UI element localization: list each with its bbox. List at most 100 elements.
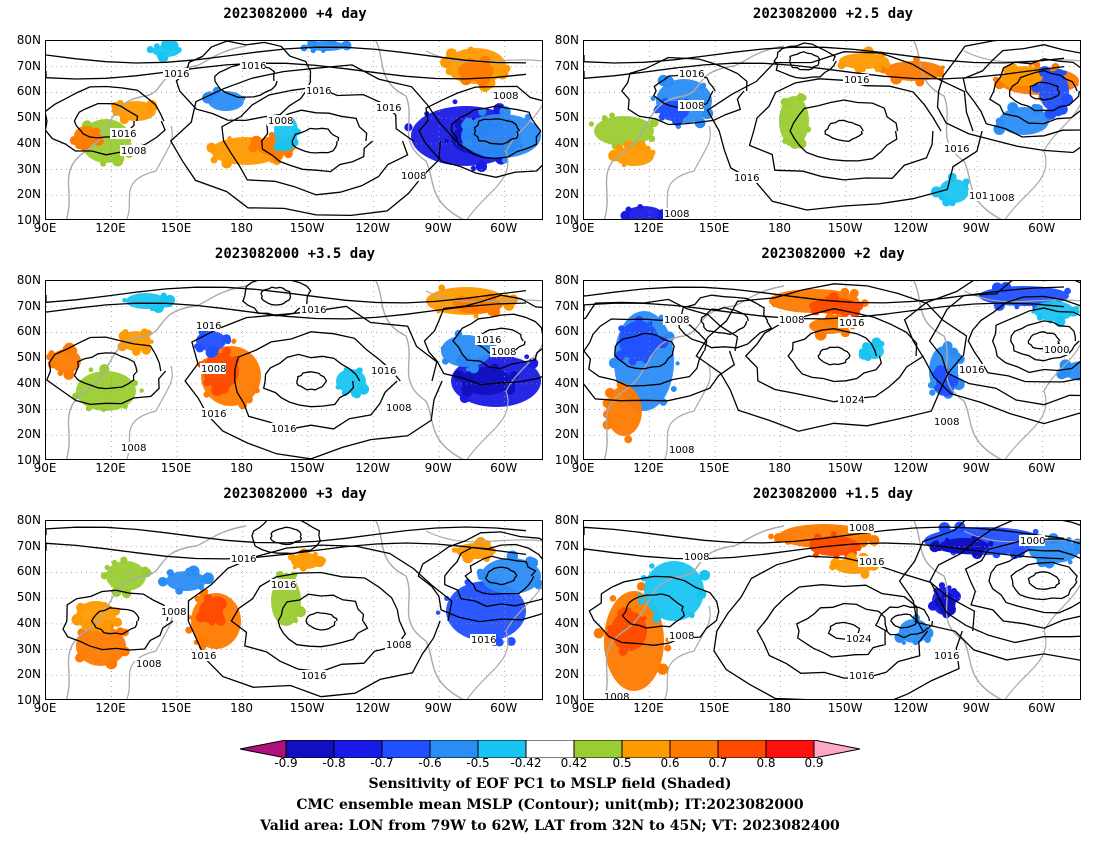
lon-tick-label: 150E xyxy=(160,701,192,715)
lon-tick-label: 60W xyxy=(490,221,518,235)
mslp-contour xyxy=(242,281,312,317)
lat-tick-label: 30N xyxy=(554,401,579,416)
mslp-contour xyxy=(620,56,748,126)
mslp-contour xyxy=(890,613,917,629)
sensitivity-speckle xyxy=(649,149,656,156)
sensitivity-speckle xyxy=(855,544,862,552)
sensitivity-speckle xyxy=(657,663,669,675)
mslp-contour xyxy=(46,302,527,320)
mslp-contour xyxy=(614,332,675,370)
colorbar-label: -0.7 xyxy=(370,756,394,770)
lat-tick-label: 60N xyxy=(554,564,579,579)
sensitivity-speckle xyxy=(441,357,449,365)
sensitivity-speckle xyxy=(944,537,950,543)
lon-tick-label: 120W xyxy=(355,461,391,475)
sensitivity-speckle xyxy=(938,582,946,589)
contour-label: 1016 xyxy=(271,580,296,591)
sensitivity-shade xyxy=(594,116,654,146)
sensitivity-speckle xyxy=(221,334,232,344)
contour-label-bg xyxy=(663,208,689,219)
sensitivity-speckle xyxy=(962,178,970,186)
mslp-contour xyxy=(423,294,542,386)
sensitivity-speckle xyxy=(688,612,695,619)
contour-label: 1016 xyxy=(944,144,969,155)
sensitivity-speckle xyxy=(932,370,941,379)
sensitivity-speckle xyxy=(642,615,647,621)
map-canvas-p1: 1016 1016 1016 1016 1008 1016 1008 1008 1008 xyxy=(46,41,542,219)
mslp-contour xyxy=(251,521,322,555)
mslp-contour xyxy=(713,555,976,699)
sensitivity-speckle xyxy=(156,53,162,59)
sensitivity-shade xyxy=(336,369,366,393)
lat-tick-label: 80N xyxy=(16,33,41,47)
sensitivity-speckle xyxy=(335,384,341,390)
sensitivity-speckle xyxy=(193,343,200,349)
mslp-contour xyxy=(296,371,328,391)
contour-label: 1016 xyxy=(734,173,759,184)
sensitivity-speckle xyxy=(1064,287,1071,295)
sensitivity-speckle xyxy=(480,76,489,86)
sensitivity-speckle xyxy=(63,368,75,380)
lon-tick-label: 120W xyxy=(893,221,929,235)
sensitivity-speckle xyxy=(197,636,208,647)
sensitivity-speckle xyxy=(221,158,232,169)
mslp-contour xyxy=(1027,571,1061,590)
lon-tick-label: 180 xyxy=(230,461,254,475)
sensitivity-speckle xyxy=(185,626,193,634)
lon-tick-label: 90W xyxy=(424,221,452,235)
lat-tick-label: 40N xyxy=(554,135,579,150)
contour-label: 1008 xyxy=(121,146,146,157)
mslp-contour xyxy=(964,538,1080,629)
sensitivity-speckle xyxy=(222,346,232,356)
lat-tick-label: 40N xyxy=(16,375,41,390)
contour-label-bg xyxy=(968,190,994,201)
sensitivity-shade xyxy=(839,53,889,69)
sensitivity-speckle xyxy=(862,342,871,351)
lat-tick-label: 70N xyxy=(554,298,579,313)
contour-label-bg xyxy=(933,650,959,661)
mslp-contour xyxy=(73,352,138,390)
contour-label-bg xyxy=(858,556,884,567)
sensitivity-shade xyxy=(939,179,969,203)
mslp-contour xyxy=(260,286,292,306)
mslp-contour xyxy=(700,306,749,335)
lat-tick-label: 30N xyxy=(554,641,579,656)
sensitivity-speckle xyxy=(213,384,224,396)
sensitivity-speckle xyxy=(81,626,86,631)
lat-tick-label: 10N xyxy=(16,693,41,707)
sensitivity-speckle xyxy=(292,565,297,570)
sensitivity-speckle xyxy=(85,405,92,412)
sensitivity-speckle xyxy=(615,144,624,153)
sensitivity-shade xyxy=(461,367,511,395)
sensitivity-speckle xyxy=(440,345,446,351)
lat-tick-label: 60N xyxy=(554,324,579,339)
sensitivity-shade xyxy=(291,553,321,569)
contour-label: 1016 xyxy=(191,651,216,662)
lat-tick-label: 40N xyxy=(554,375,579,390)
sensitivity-speckle xyxy=(100,572,109,580)
mslp-contour xyxy=(967,295,1080,383)
map-frame-p1: 1016 1016 1016 1016 1008 1016 1008 1008 1008 xyxy=(45,40,543,220)
lat-tick-label: 50N xyxy=(554,350,579,365)
contour-label-bg xyxy=(385,639,411,650)
contour-label: 1008 xyxy=(669,631,694,642)
sensitivity-speckle xyxy=(588,121,595,127)
sensitivity-speckle xyxy=(890,77,896,83)
sensitivity-speckle xyxy=(253,387,260,394)
mslp-contour xyxy=(903,281,1080,425)
sensitivity-speckle xyxy=(861,531,872,542)
contour-label: 1008 xyxy=(268,116,293,127)
mslp-contour xyxy=(464,555,537,596)
sensitivity-speckle xyxy=(141,344,152,355)
sensitivity-speckle xyxy=(478,107,487,116)
sensitivity-speckle xyxy=(948,347,959,358)
sensitivity-speckle xyxy=(859,348,866,355)
sensitivity-speckle xyxy=(69,135,79,145)
mslp-contour xyxy=(277,593,369,648)
colorbar-label: -0.5 xyxy=(466,756,490,770)
lon-tick-label: 90E xyxy=(571,701,595,715)
lon-tick-label: 180 xyxy=(230,221,254,235)
sensitivity-speckle xyxy=(675,361,680,366)
sensitivity-speckle xyxy=(313,555,326,568)
contour-label: 1016 xyxy=(476,335,501,346)
